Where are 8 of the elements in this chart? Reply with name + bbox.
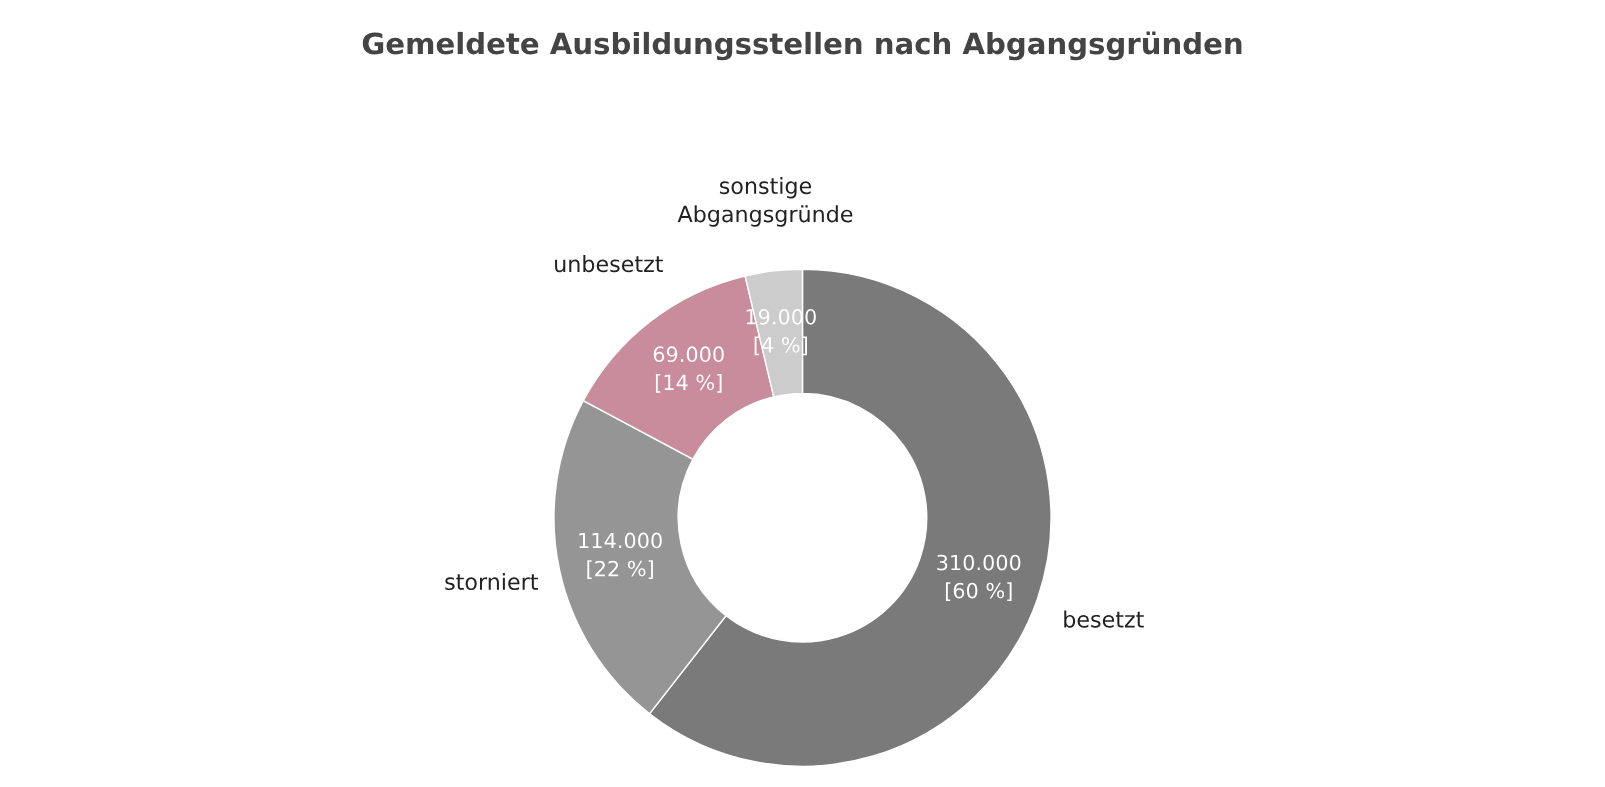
chart-title: Gemeldete Ausbildungsstellen nach Abgangsgründen xyxy=(362,31,1242,61)
slice-label: storniert xyxy=(445,572,538,591)
data-label: 114.000 [22 %] xyxy=(579,532,662,579)
slice-label: unbesetzt xyxy=(555,255,663,273)
data-label: 310.000 [60 %] xyxy=(937,554,1021,601)
data-label: 69.000 [14 %] xyxy=(653,346,724,393)
slice-label: sonstige Abgangsgründe xyxy=(677,176,853,227)
slice-label: besetzt xyxy=(1064,610,1144,628)
